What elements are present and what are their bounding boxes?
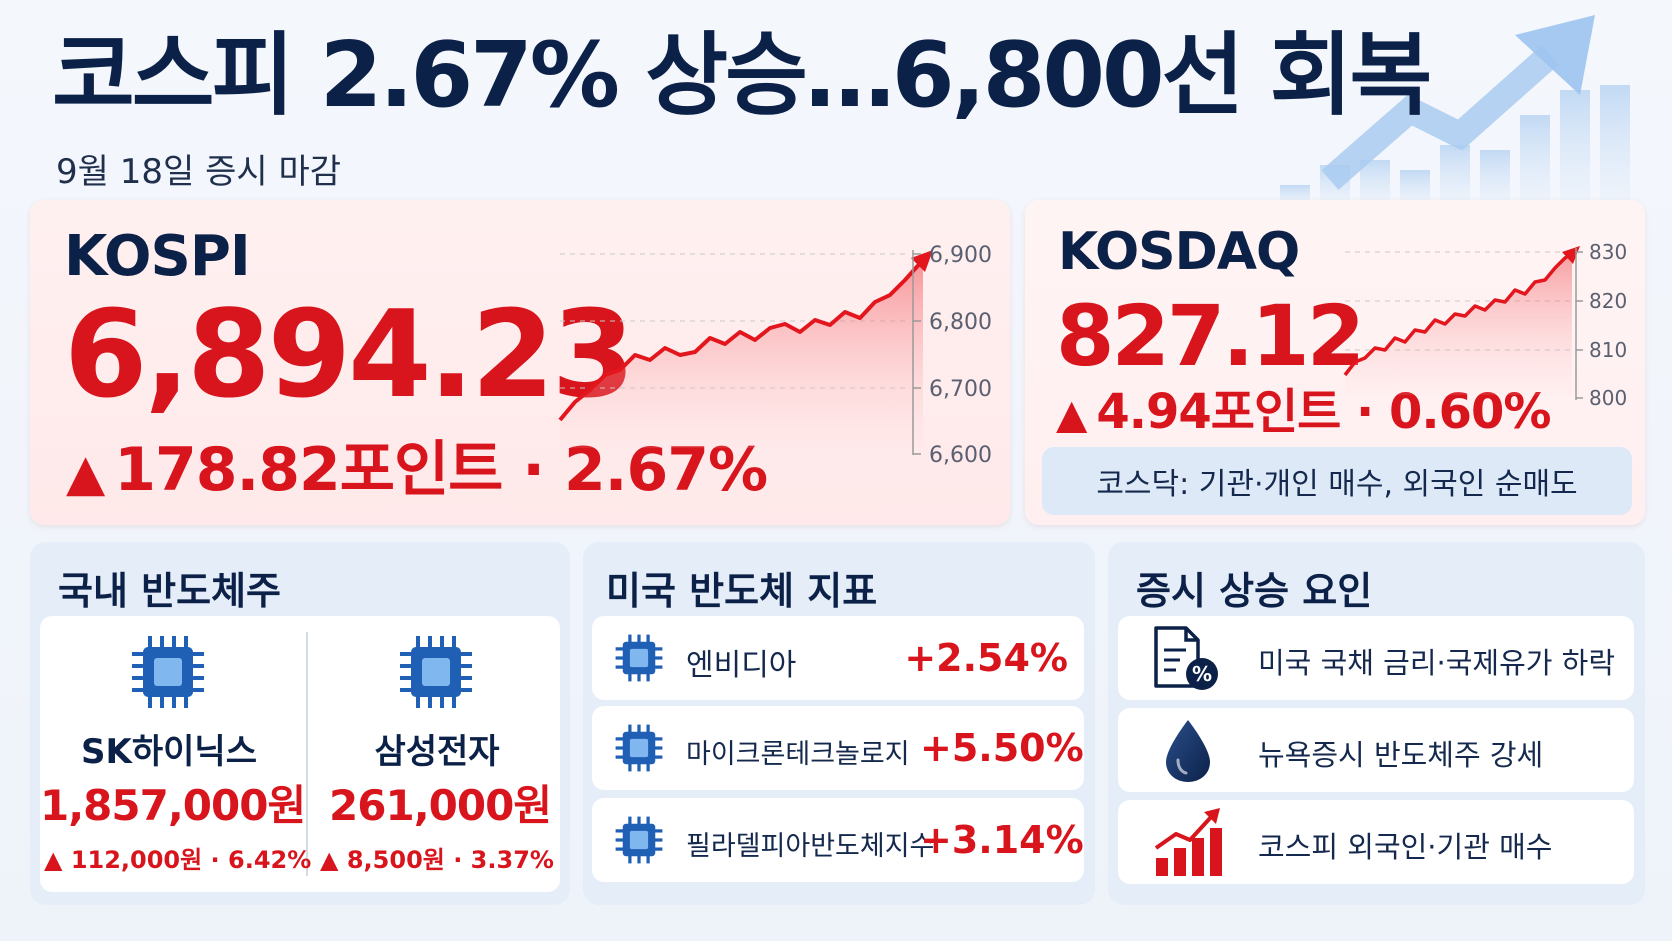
document-percent-icon: % <box>1154 626 1218 690</box>
us-semis-value-micron: +5.50% <box>920 726 1084 770</box>
kospi-line <box>558 258 925 422</box>
kosdaq-label: KOSDAQ <box>1058 222 1300 282</box>
stock-name-samsung: 삼성전자 <box>374 732 500 772</box>
kospi-area <box>560 260 923 448</box>
kospi-tick-label: 6,800 <box>929 310 992 335</box>
kosdaq-tick-label: 810 <box>1589 338 1627 362</box>
page-title: 코스피 2.67% 상승…6,800선 회복 <box>52 23 1432 128</box>
stock-divider <box>306 632 308 876</box>
stock-price-samsung: 261,000원 <box>329 781 552 830</box>
stock-price-sk-hynix: 1,857,000원 <box>40 781 306 830</box>
chip-icon <box>615 634 663 682</box>
kosdaq-investor-note: 코스닥: 기관·개인 매수, 외국인 순매도 <box>1042 447 1632 515</box>
kospi-tick-label: 6,600 <box>929 443 992 468</box>
svg-text:%: % <box>1192 662 1212 686</box>
kosdaq-tick-label: 820 <box>1589 289 1627 313</box>
kospi-arrow-head <box>911 250 933 272</box>
kosdaq-sparkline-chart: 830 820 810 800 <box>1343 240 1627 410</box>
stock-change-samsung: ▲ 8,500원 · 3.37% <box>320 846 554 874</box>
stock-change-sk-hynix: ▲ 112,000원 · 6.42% <box>44 846 312 874</box>
up-triangle-icon: ▲ <box>66 444 105 503</box>
rising-arrow-decoration <box>1280 15 1630 205</box>
oil-drop-icon <box>1166 720 1210 782</box>
chip-icon <box>615 816 663 864</box>
kospi-label: KOSPI <box>64 224 251 289</box>
up-triangle-icon: ▲ <box>1056 390 1087 438</box>
factor-label-rates-oil: 미국 국채 금리·국제유가 하락 <box>1258 646 1616 680</box>
us-semis-value-nvidia: +2.54% <box>904 636 1068 680</box>
chip-icon <box>615 724 663 772</box>
domestic-stock-box <box>40 616 560 892</box>
kosdaq-tick-label: 830 <box>1589 240 1627 264</box>
kospi-change: ▲ 178.82포인트 · 2.67% <box>66 440 768 503</box>
us-semis-label-sox: 필라델피아반도체지수 <box>686 831 935 862</box>
rally-factors-title: 증시 상승 요인 <box>1136 569 1373 613</box>
page-subtitle: 9월 18일 증시 마감 <box>56 152 341 192</box>
kospi-sparkline-chart: 6,900 6,800 6,700 6,600 <box>558 243 992 468</box>
us-semis-row <box>592 798 1084 882</box>
factor-label-foreign-institution: 코스피 외국인·기관 매수 <box>1258 830 1553 864</box>
kospi-change-text: 178.82포인트 · 2.67% <box>114 435 768 505</box>
kospi-tick-label: 6,700 <box>929 377 992 402</box>
kospi-value: 6,894.23 <box>64 286 635 425</box>
kosdaq-area <box>1345 254 1572 395</box>
us-semis-value-sox: +3.14% <box>920 818 1084 862</box>
domestic-semis-title: 국내 반도체주 <box>58 569 281 613</box>
kosdaq-tick-label: 800 <box>1589 386 1627 410</box>
kosdaq-change-text: 4.94포인트 · 0.60% <box>1096 384 1551 440</box>
us-semis-label-micron: 마이크론테크놀로지 <box>686 739 910 770</box>
kosdaq-value: 827.12 <box>1056 287 1365 385</box>
stock-name-sk-hynix: SK하이닉스 <box>81 732 257 772</box>
us-semis-row <box>592 706 1084 790</box>
chip-icon <box>132 636 204 708</box>
factor-label-ny-semis: 뉴욕증시 반도체주 강세 <box>1258 738 1544 772</box>
rising-bar-chart-icon <box>1154 808 1222 876</box>
us-semis-label-nvidia: 엔비디아 <box>686 648 797 683</box>
us-semis-row <box>592 616 1084 700</box>
kospi-tick-label: 6,900 <box>929 243 992 268</box>
kosdaq-change: ▲ 4.94포인트 · 0.60% <box>1056 388 1551 438</box>
kosdaq-line <box>1343 252 1573 377</box>
chip-icon <box>400 636 472 708</box>
us-semis-title: 미국 반도체 지표 <box>606 569 878 613</box>
